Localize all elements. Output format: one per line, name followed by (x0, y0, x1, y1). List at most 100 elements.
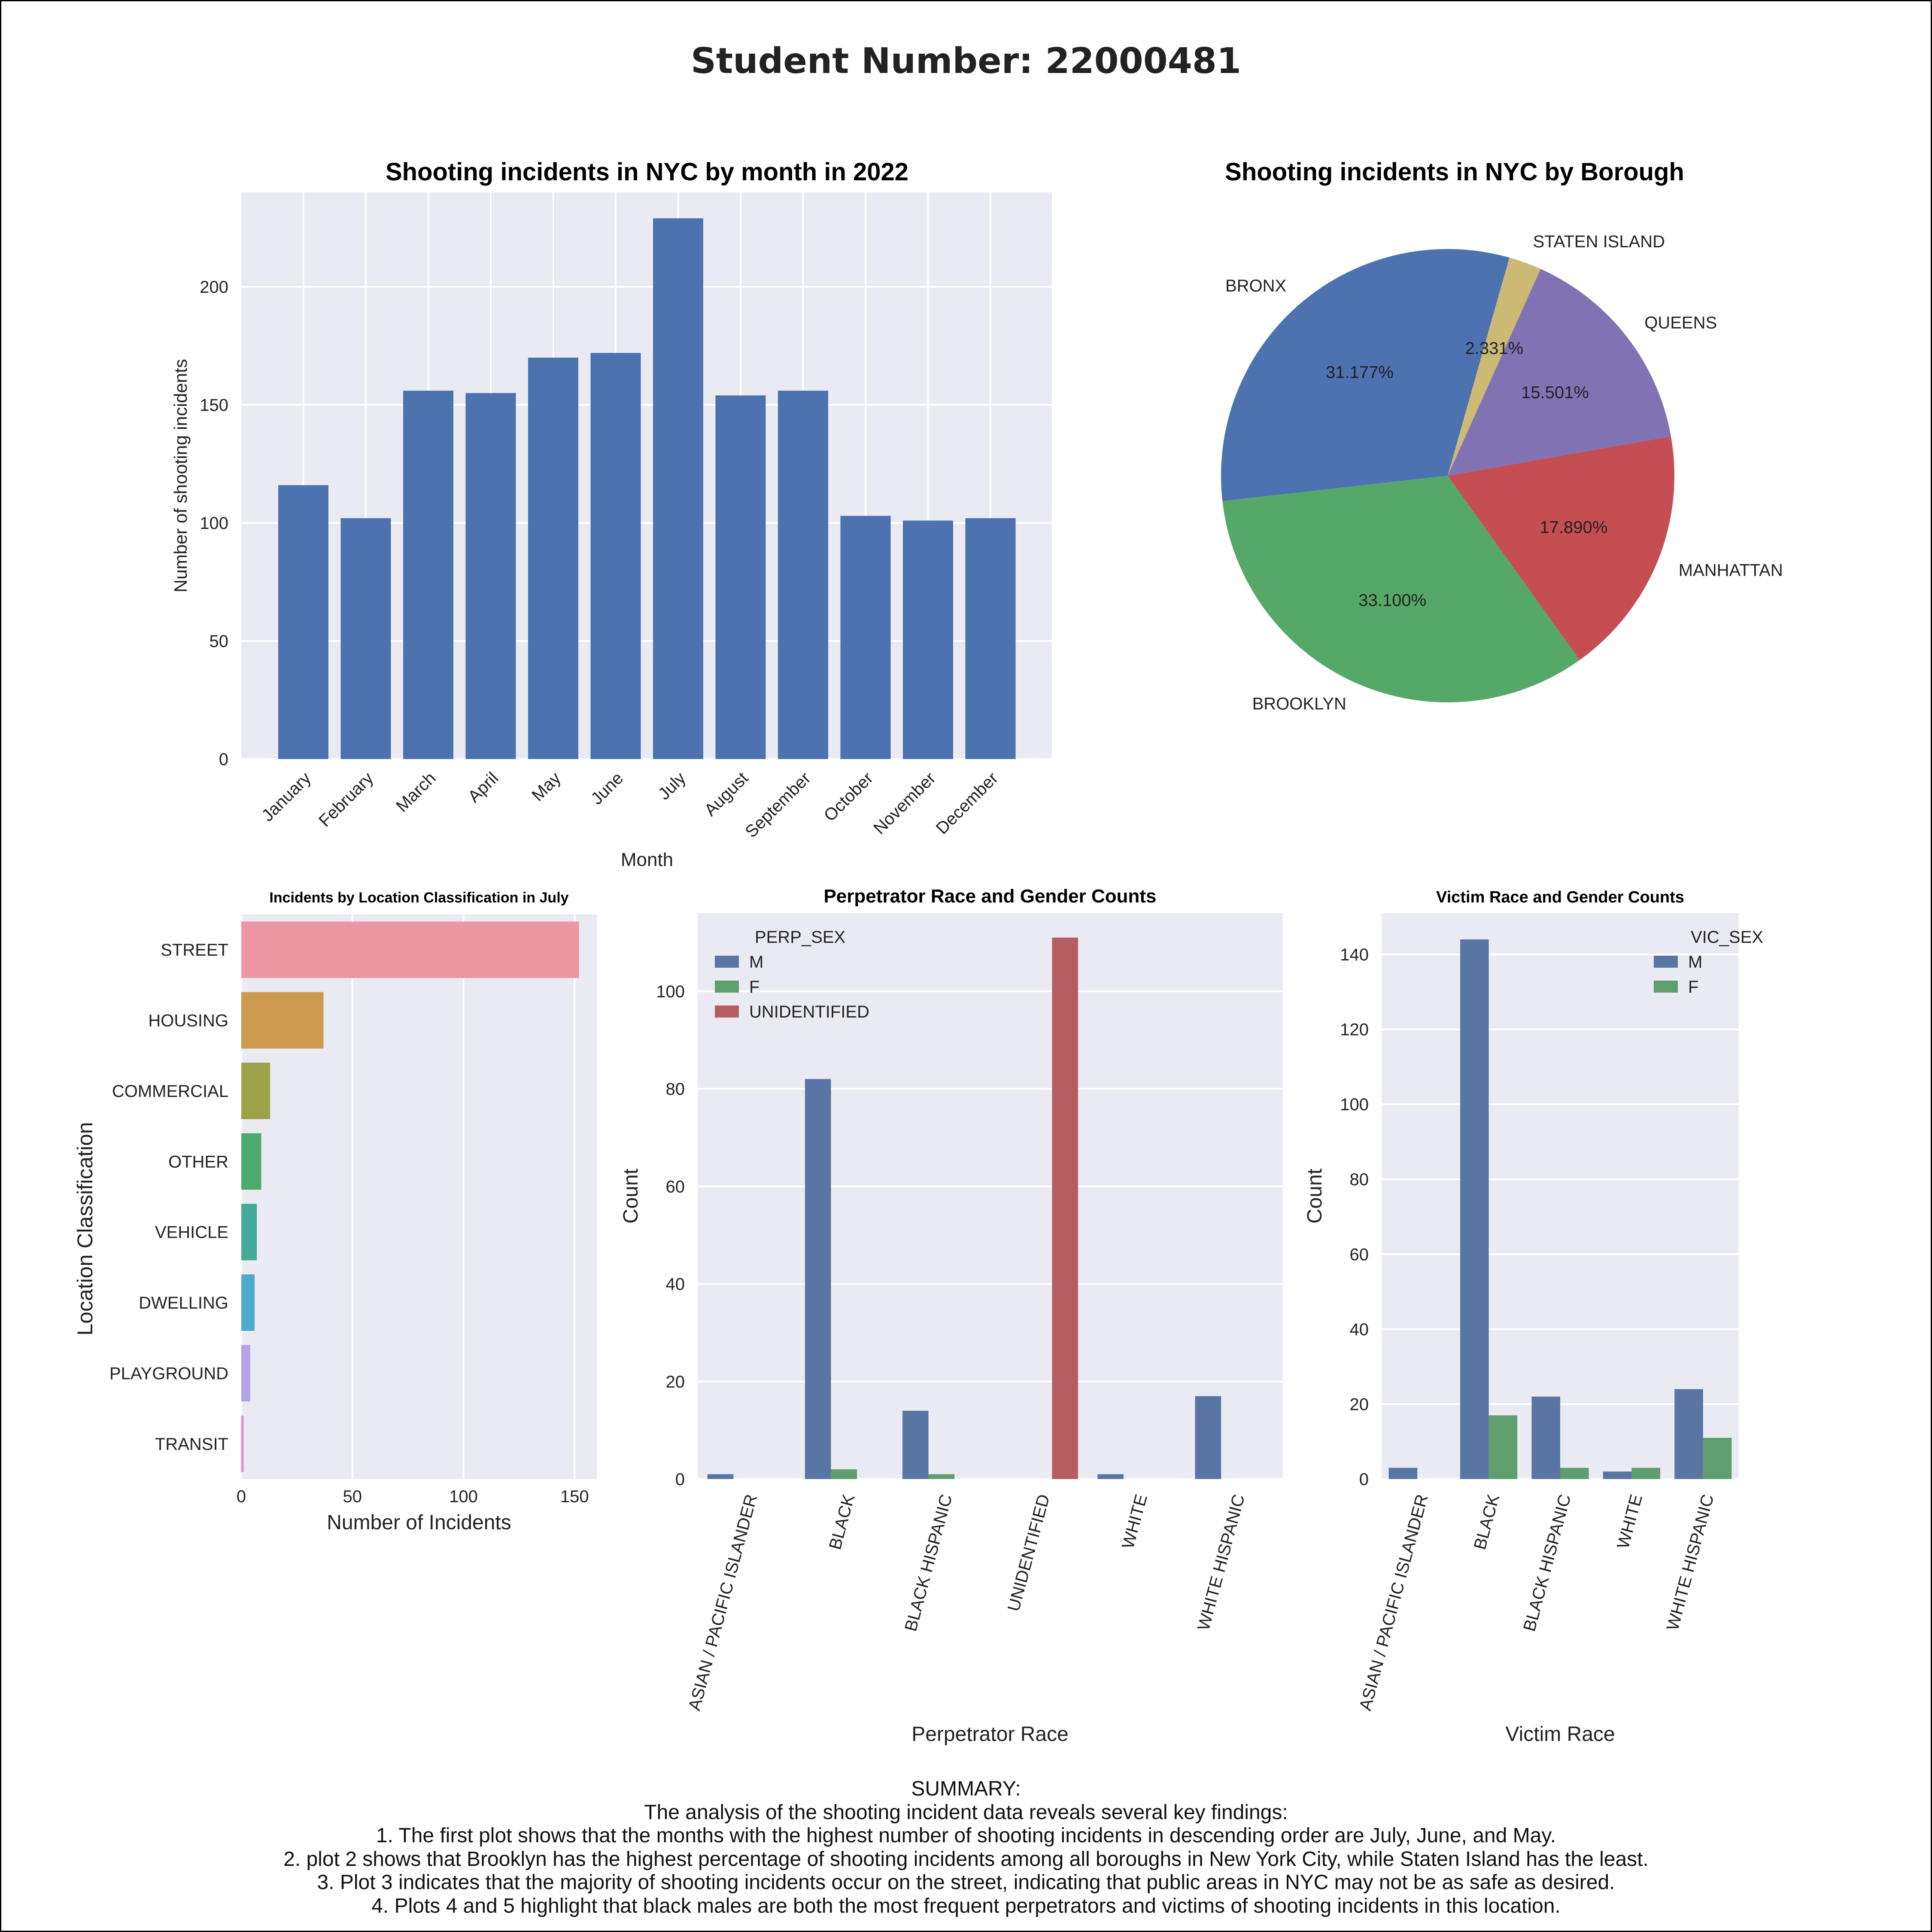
bar (778, 391, 828, 759)
y-tick-label: OTHER (168, 1152, 228, 1171)
bar (1388, 1467, 1418, 1479)
y-tick-label: 40 (666, 1275, 685, 1294)
y-tick-label: 140 (1340, 945, 1369, 964)
bar (831, 1469, 857, 1479)
bar (965, 518, 1016, 759)
y-tick-label: 40 (1350, 1320, 1369, 1339)
summary-point: 4. Plots 4 and 5 highlight that black ma… (371, 1894, 1561, 1917)
x-tick-label: October (820, 769, 877, 825)
bar (241, 1133, 261, 1190)
pie-pct-label: 17.890% (1540, 518, 1607, 537)
x-tick-label: WHITE (1613, 1492, 1646, 1551)
y-tick-label: STREET (161, 941, 228, 960)
pie-slice-label: BROOKLYN (1252, 695, 1346, 714)
chart-title: Incidents by Location Classification in … (269, 890, 568, 906)
summary-point: 2. plot 2 shows that Brooklyn has the hi… (283, 1847, 1649, 1871)
x-tick-label: BLACK (826, 1492, 859, 1552)
bar (840, 516, 891, 759)
x-tick-label: BLACK HISPANIC (901, 1492, 956, 1633)
y-tick-label: 100 (1340, 1095, 1369, 1114)
plot-area (698, 913, 1283, 1479)
pie-pct-label: 31.177% (1326, 363, 1394, 382)
monthly-bar-chart: 0 50 100 150 200 January February March April May… (170, 158, 1052, 870)
x-tick-label: December (933, 769, 1002, 838)
bar (1488, 1415, 1518, 1479)
x-tick-label: BLACK HISPANIC (1520, 1492, 1574, 1633)
pie-pct-label: 2.331% (1465, 339, 1523, 358)
y-tick-label: 20 (1350, 1395, 1369, 1414)
x-tick-label: 0 (237, 1487, 246, 1506)
y-tick-label: 100 (656, 982, 685, 1001)
pie-slice-label: QUEENS (1644, 313, 1717, 332)
legend-swatch (1654, 981, 1678, 993)
y-tick-label: 0 (1359, 1470, 1369, 1489)
x-tick-label: BLACK (1470, 1492, 1504, 1552)
bar (528, 358, 578, 759)
bar (1195, 1396, 1221, 1479)
bar (1560, 1467, 1589, 1479)
y-axis-label: Location Classification (73, 1122, 97, 1336)
victim-bar-chart: 0 20 40 60 80 100 120 140 ASIAN / PACIFIC ISLAND… (1303, 888, 1763, 1746)
bar (1460, 939, 1489, 1479)
x-tick-label: February (315, 769, 377, 830)
legend-title: VIC_SEX (1691, 928, 1763, 947)
bar (715, 395, 766, 759)
x-tick-label: April (465, 769, 502, 806)
x-tick-label: June (587, 769, 627, 808)
summary-intro: The analysis of the shooting incident da… (644, 1801, 1288, 1824)
x-tick-label: WHITE HISPANIC (1663, 1492, 1718, 1632)
bar (1703, 1437, 1732, 1479)
bar (241, 1203, 257, 1261)
summary-heading: SUMMARY: (911, 1777, 1021, 1800)
x-axis-label: Number of Incidents (327, 1511, 511, 1534)
bar (1603, 1471, 1632, 1479)
x-tick-label: UNIDENTIFIED (1004, 1492, 1054, 1613)
bar (1531, 1396, 1560, 1479)
x-tick-label: November (870, 769, 939, 838)
x-tick-label: January (258, 769, 315, 825)
bar (241, 1063, 270, 1119)
y-tick-label: DWELLING (139, 1294, 228, 1312)
y-axis-label: Number of shooting incidents (170, 359, 191, 592)
bar (241, 1345, 250, 1402)
bar (241, 1274, 255, 1331)
legend-label: M (1688, 953, 1702, 972)
x-tick-label: August (701, 769, 752, 820)
location-bar-chart: 0 50 100 150 STREET HOUSING COMMERCIAL OTHER VEH… (73, 890, 597, 1534)
bar (590, 353, 641, 759)
pie-slice (1448, 269, 1671, 476)
x-tick-label: WHITE HISPANIC (1194, 1492, 1249, 1632)
bar (1631, 1467, 1660, 1479)
y-tick-label: COMMERCIAL (112, 1082, 228, 1101)
pie-pct-label: 15.501% (1521, 383, 1589, 402)
x-tick-label: WHITE (1118, 1492, 1151, 1551)
bar (241, 992, 324, 1049)
x-tick-label: May (528, 769, 565, 805)
x-tick-label: 100 (449, 1487, 478, 1506)
y-tick-label: 80 (1350, 1170, 1369, 1189)
summary-block: SUMMARY: The analysis of the shooting in… (0, 1777, 1932, 1918)
bar (340, 518, 391, 759)
bar (903, 520, 953, 759)
bar (241, 1416, 244, 1472)
y-tick-label: 0 (675, 1470, 685, 1489)
pie-pct-label: 33.100% (1358, 591, 1426, 610)
x-tick-label: March (392, 769, 440, 816)
bar (403, 391, 453, 759)
x-tick-label: 50 (343, 1487, 362, 1506)
chart-title: Shooting incidents in NYC by Borough (1225, 158, 1684, 186)
y-tick-label: 120 (1340, 1021, 1369, 1039)
y-tick-label: 0 (219, 750, 228, 769)
y-tick-label: 80 (666, 1080, 685, 1099)
legend-title: PERP_SEX (755, 928, 845, 947)
chart-title: Perpetrator Race and Gender Counts (823, 886, 1156, 907)
y-tick-label: 100 (200, 514, 228, 533)
bar (278, 485, 328, 759)
y-tick-label: 150 (200, 396, 228, 415)
bar (1097, 1474, 1124, 1479)
legend-swatch (715, 981, 739, 993)
y-tick-label: 20 (666, 1373, 685, 1391)
y-tick-label: 60 (1350, 1245, 1369, 1264)
bar (1674, 1389, 1703, 1479)
